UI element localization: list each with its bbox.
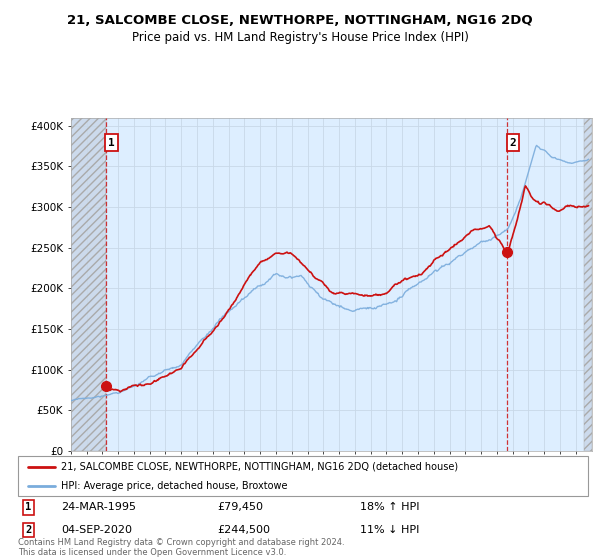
Bar [71, 118, 106, 451]
Text: 1: 1 [108, 138, 115, 148]
Bar [584, 118, 592, 451]
Bar [71, 118, 106, 451]
Text: 21, SALCOMBE CLOSE, NEWTHORPE, NOTTINGHAM, NG16 2DQ (detached house): 21, SALCOMBE CLOSE, NEWTHORPE, NOTTINGHA… [61, 462, 458, 472]
Text: £79,450: £79,450 [218, 502, 263, 512]
Text: 21, SALCOMBE CLOSE, NEWTHORPE, NOTTINGHAM, NG16 2DQ: 21, SALCOMBE CLOSE, NEWTHORPE, NOTTINGHA… [67, 14, 533, 27]
Text: 04-SEP-2020: 04-SEP-2020 [61, 525, 132, 535]
Text: 11% ↓ HPI: 11% ↓ HPI [360, 525, 419, 535]
Text: Price paid vs. HM Land Registry's House Price Index (HPI): Price paid vs. HM Land Registry's House … [131, 31, 469, 44]
Bar [584, 118, 592, 451]
Text: 24-MAR-1995: 24-MAR-1995 [61, 502, 136, 512]
FancyBboxPatch shape [18, 456, 588, 496]
Text: £244,500: £244,500 [218, 525, 271, 535]
Text: HPI: Average price, detached house, Broxtowe: HPI: Average price, detached house, Brox… [61, 481, 287, 491]
Text: Contains HM Land Registry data © Crown copyright and database right 2024.
This d: Contains HM Land Registry data © Crown c… [18, 538, 344, 557]
Text: 18% ↑ HPI: 18% ↑ HPI [360, 502, 419, 512]
Text: 2: 2 [25, 525, 31, 535]
Text: 1: 1 [25, 502, 31, 512]
Text: 2: 2 [509, 138, 517, 148]
